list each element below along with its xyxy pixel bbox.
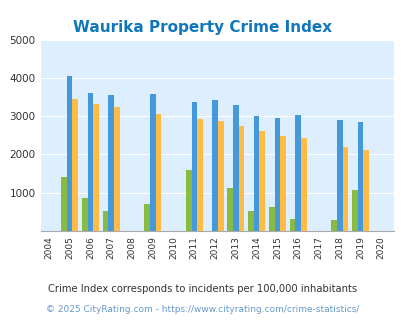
Bar [238, 126, 244, 231]
Bar [114, 107, 119, 231]
Bar [93, 104, 99, 231]
Bar [351, 190, 357, 231]
Bar [269, 207, 274, 231]
Bar [259, 131, 264, 231]
Bar [217, 121, 223, 231]
Bar [155, 114, 161, 231]
Bar [362, 150, 368, 231]
Text: © 2025 CityRating.com - https://www.cityrating.com/crime-statistics/: © 2025 CityRating.com - https://www.city… [46, 305, 359, 314]
Bar [336, 120, 342, 231]
Bar [72, 99, 78, 231]
Text: Crime Index corresponds to incidents per 100,000 inhabitants: Crime Index corresponds to incidents per… [48, 284, 357, 294]
Bar [185, 170, 191, 231]
Bar [149, 94, 155, 231]
Bar [82, 198, 87, 231]
Bar [102, 211, 108, 231]
Bar [279, 136, 285, 231]
Bar [274, 118, 279, 231]
Bar [357, 121, 362, 231]
Bar [232, 105, 238, 231]
Bar [253, 116, 259, 231]
Bar [108, 95, 114, 231]
Bar [342, 147, 347, 231]
Bar [144, 204, 149, 231]
Bar [227, 188, 232, 231]
Bar [289, 219, 295, 231]
Text: Waurika Property Crime Index: Waurika Property Crime Index [73, 20, 332, 35]
Bar [191, 102, 197, 231]
Bar [248, 211, 253, 231]
Bar [197, 119, 202, 231]
Bar [61, 178, 67, 231]
Bar [300, 138, 306, 231]
Bar [87, 93, 93, 231]
Bar [295, 115, 300, 231]
Bar [67, 76, 72, 231]
Bar [212, 100, 217, 231]
Bar [330, 220, 336, 231]
